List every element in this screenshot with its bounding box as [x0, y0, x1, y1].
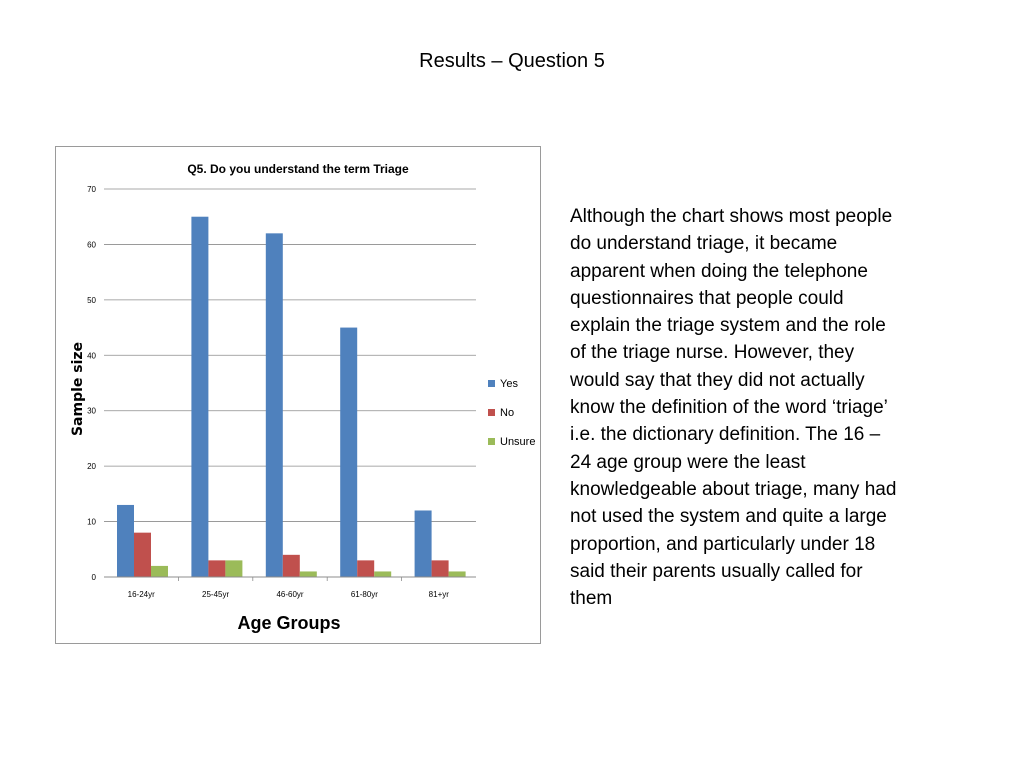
- bar-no-25-45yr: [208, 560, 226, 577]
- y-axis-ticks: 0 10 20 30 40 50 60 70: [87, 185, 96, 582]
- bar-no-81+yr: [431, 560, 449, 577]
- y-tick-label: 50: [87, 296, 96, 305]
- y-tick-label: 70: [87, 185, 96, 194]
- bar-yes-46-60yr: [265, 233, 283, 577]
- chart-frame: Q5. Do you understand the term Triage 0 1…: [55, 146, 541, 644]
- chart-title: Q5. Do you understand the term Triage: [187, 162, 409, 176]
- legend: Yes No Unsure: [488, 378, 535, 448]
- bars: [117, 216, 466, 577]
- y-tick-label: 10: [87, 518, 96, 527]
- body-text: Although the chart shows most people do …: [570, 206, 897, 610]
- bar-no-61-80yr: [357, 560, 375, 577]
- y-tick-label: 60: [87, 240, 96, 249]
- legend-swatch-no: [488, 409, 495, 416]
- slide-title: Results – Question 5: [419, 50, 605, 72]
- y-tick-label: 30: [87, 407, 96, 416]
- x-tick-label: 81+yr: [429, 590, 450, 599]
- y-tick-label: 0: [92, 573, 97, 582]
- x-tick-label: 61-80yr: [351, 590, 378, 599]
- legend-label-yes: Yes: [500, 378, 518, 390]
- x-tick-label: 16-24yr: [128, 590, 155, 599]
- bar-chart: Q5. Do you understand the term Triage 0 1…: [70, 162, 535, 633]
- bar-unsure-46-60yr: [299, 571, 317, 577]
- legend-label-no: No: [500, 407, 514, 419]
- bar-unsure-61-80yr: [374, 571, 392, 577]
- legend-swatch-unsure: [488, 438, 495, 445]
- x-tick-label: 46-60yr: [276, 590, 303, 599]
- bar-yes-61-80yr: [340, 327, 358, 577]
- bar-unsure-81+yr: [448, 571, 466, 577]
- legend-swatch-yes: [488, 380, 495, 387]
- bar-no-46-60yr: [282, 554, 300, 577]
- legend-label-unsure: Unsure: [500, 436, 535, 448]
- bar-unsure-16-24yr: [151, 565, 168, 577]
- x-axis-ticks: 16-24yr 25-45yr 46-60yr 61-80yr 81+yr: [128, 577, 450, 599]
- x-tick-label: 25-45yr: [202, 590, 229, 599]
- bar-yes-81+yr: [414, 510, 432, 577]
- x-axis-label: Age Groups: [237, 613, 340, 633]
- y-tick-label: 40: [87, 351, 96, 360]
- bar-yes-25-45yr: [191, 216, 209, 577]
- gridlines: [104, 188, 476, 522]
- bar-yes-16-24yr: [117, 504, 134, 577]
- y-tick-label: 20: [87, 462, 96, 471]
- y-axis-label: Sample size: [70, 342, 86, 436]
- bar-no-16-24yr: [134, 532, 151, 577]
- bar-unsure-25-45yr: [225, 560, 243, 577]
